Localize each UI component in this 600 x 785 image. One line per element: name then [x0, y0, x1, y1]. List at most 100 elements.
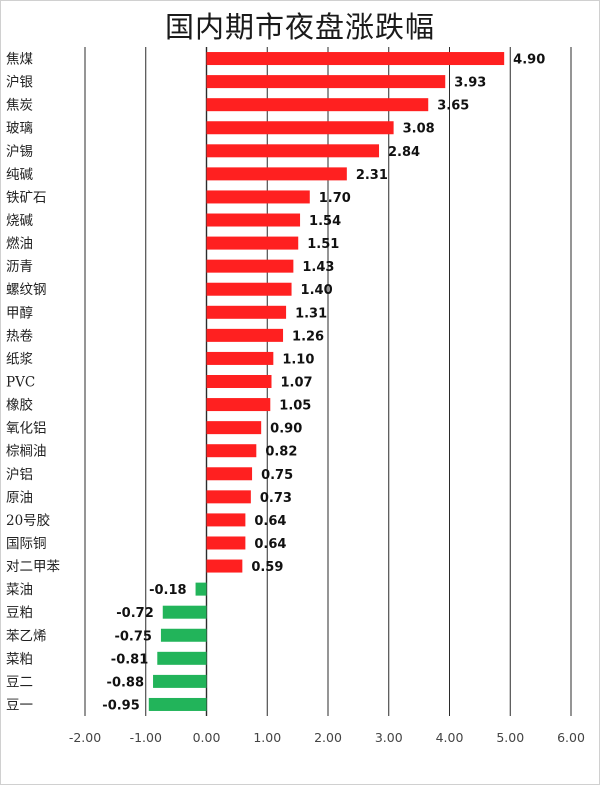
bar: [207, 75, 446, 88]
data-label: 3.65: [437, 99, 469, 114]
category-label: 氧化铝: [6, 421, 47, 437]
bar: [161, 629, 207, 642]
category-label: 豆粕: [6, 605, 33, 621]
x-tick-label: 1.00: [253, 730, 281, 745]
category-label: 玻璃: [6, 120, 33, 137]
bar: [207, 490, 251, 503]
data-label: 3.08: [403, 122, 435, 137]
x-tick-label: 3.00: [375, 730, 403, 745]
category-label: 豆一: [6, 697, 33, 713]
category-label: 20号胶: [6, 512, 50, 529]
bar: [149, 698, 207, 711]
category-label: 国际铜: [6, 536, 47, 552]
bar: [207, 144, 380, 157]
category-label: 铁矿石: [6, 190, 47, 206]
bar: [207, 467, 253, 480]
data-label: 2.84: [388, 145, 420, 160]
data-label: 0.59: [251, 560, 283, 575]
x-tick-label: 2.00: [314, 730, 342, 745]
category-label: 菜粕: [6, 651, 33, 667]
category-label: 热卷: [6, 328, 33, 344]
data-label: 1.05: [279, 399, 311, 414]
category-label: 沥青: [6, 259, 33, 275]
bar: [207, 513, 246, 526]
data-label: 1.54: [309, 214, 341, 229]
x-tick-label: 0.00: [193, 730, 221, 745]
category-label: 沪铝: [6, 467, 33, 483]
data-label: 0.64: [254, 537, 286, 552]
data-label: 1.26: [292, 329, 324, 344]
category-label: PVC: [6, 375, 35, 391]
data-label: 0.75: [261, 468, 293, 483]
bars: [149, 52, 504, 711]
category-label: 豆二: [6, 674, 33, 690]
data-label: 3.93: [454, 76, 486, 91]
bar: [207, 237, 299, 250]
bar: [207, 121, 394, 134]
category-label: 橡胶: [6, 397, 33, 414]
bar: [207, 260, 294, 273]
category-label: 焦煤: [6, 52, 33, 68]
category-label: 对二甲苯: [6, 559, 60, 575]
bar: [207, 98, 429, 111]
bar: [207, 352, 274, 365]
x-tick-label: -1.00: [130, 730, 162, 745]
bar: [207, 306, 287, 319]
bar: [207, 190, 310, 203]
data-label: -0.81: [111, 652, 148, 667]
category-label: 纯碱: [6, 167, 33, 183]
x-tick-label: 4.00: [436, 730, 464, 745]
x-tick-label: 6.00: [557, 730, 585, 745]
bar: [207, 214, 301, 227]
data-label: 2.31: [356, 168, 388, 183]
data-label: 1.43: [302, 260, 334, 275]
bar: [196, 583, 207, 596]
data-label: 0.73: [260, 491, 292, 506]
category-label: 烧碱: [6, 213, 33, 229]
bar: [207, 283, 292, 296]
data-label: 0.82: [265, 445, 297, 460]
category-label: 燃油: [6, 235, 33, 252]
bar: [207, 421, 262, 434]
data-label: 4.90: [513, 53, 545, 68]
data-label: -0.75: [114, 629, 151, 644]
bar: [207, 444, 257, 457]
category-label: 沪锡: [6, 144, 33, 160]
bar: [207, 375, 272, 388]
category-label: 菜油: [6, 582, 33, 598]
data-label: 1.10: [282, 352, 314, 367]
category-label: 甲醇: [6, 304, 33, 321]
category-label: 苯乙烯: [6, 628, 47, 644]
data-label: 1.31: [295, 306, 327, 321]
data-label: 1.70: [319, 191, 351, 206]
category-label: 原油: [6, 490, 33, 506]
bar: [207, 52, 505, 65]
data-label: 1.40: [301, 283, 333, 298]
data-label: 1.07: [281, 376, 313, 391]
bar: [207, 398, 271, 411]
bar: [207, 167, 347, 180]
data-label: 1.51: [307, 237, 339, 252]
data-label: -0.72: [116, 606, 153, 621]
bar: [153, 675, 206, 688]
x-tick-label: 5.00: [496, 730, 524, 745]
bar: [207, 536, 246, 549]
bar: [207, 560, 243, 573]
x-axis-tick-labels: -2.00 -1.00 0.00 1.00 2.00 3.00 4.00 5.00 6.00: [69, 730, 585, 745]
category-label: 焦炭: [6, 98, 33, 114]
bar: [163, 606, 207, 619]
bar: [157, 652, 206, 665]
bar: [207, 329, 284, 342]
category-label: 沪银: [6, 75, 33, 91]
data-label: -0.95: [102, 698, 139, 713]
category-label: 螺纹钢: [6, 282, 47, 298]
data-label: 0.64: [254, 514, 286, 529]
data-label: 0.90: [270, 422, 302, 437]
category-label: 纸浆: [6, 351, 33, 367]
data-label: -0.18: [149, 583, 186, 598]
x-tick-label: -2.00: [69, 730, 101, 745]
category-label: 棕榈油: [6, 444, 47, 460]
data-label: -0.88: [107, 675, 144, 690]
